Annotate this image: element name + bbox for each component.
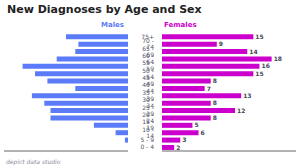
svg-text:7: 7 (207, 85, 211, 92)
svg-text:8: 8 (213, 99, 217, 106)
svg-text:9: 9 (219, 40, 223, 47)
svg-text:18: 18 (274, 55, 282, 62)
svg-text:15: 15 (255, 70, 263, 77)
svg-text:3: 3 (182, 136, 186, 143)
svg-text:15: 15 (255, 33, 263, 40)
svg-text:6: 6 (201, 129, 205, 136)
svg-text:5: 5 (194, 121, 198, 128)
svg-text:16: 16 (261, 62, 269, 69)
svg-text:75+: 75+ (141, 33, 154, 40)
svg-text:13: 13 (243, 92, 251, 99)
svg-text:2: 2 (176, 144, 180, 151)
svg-text:8: 8 (213, 114, 217, 121)
svg-text:0 - 4: 0 - 4 (140, 143, 154, 150)
svg-text:14: 14 (249, 48, 257, 55)
svg-text:12: 12 (237, 107, 245, 114)
svg-text:8: 8 (213, 77, 217, 84)
